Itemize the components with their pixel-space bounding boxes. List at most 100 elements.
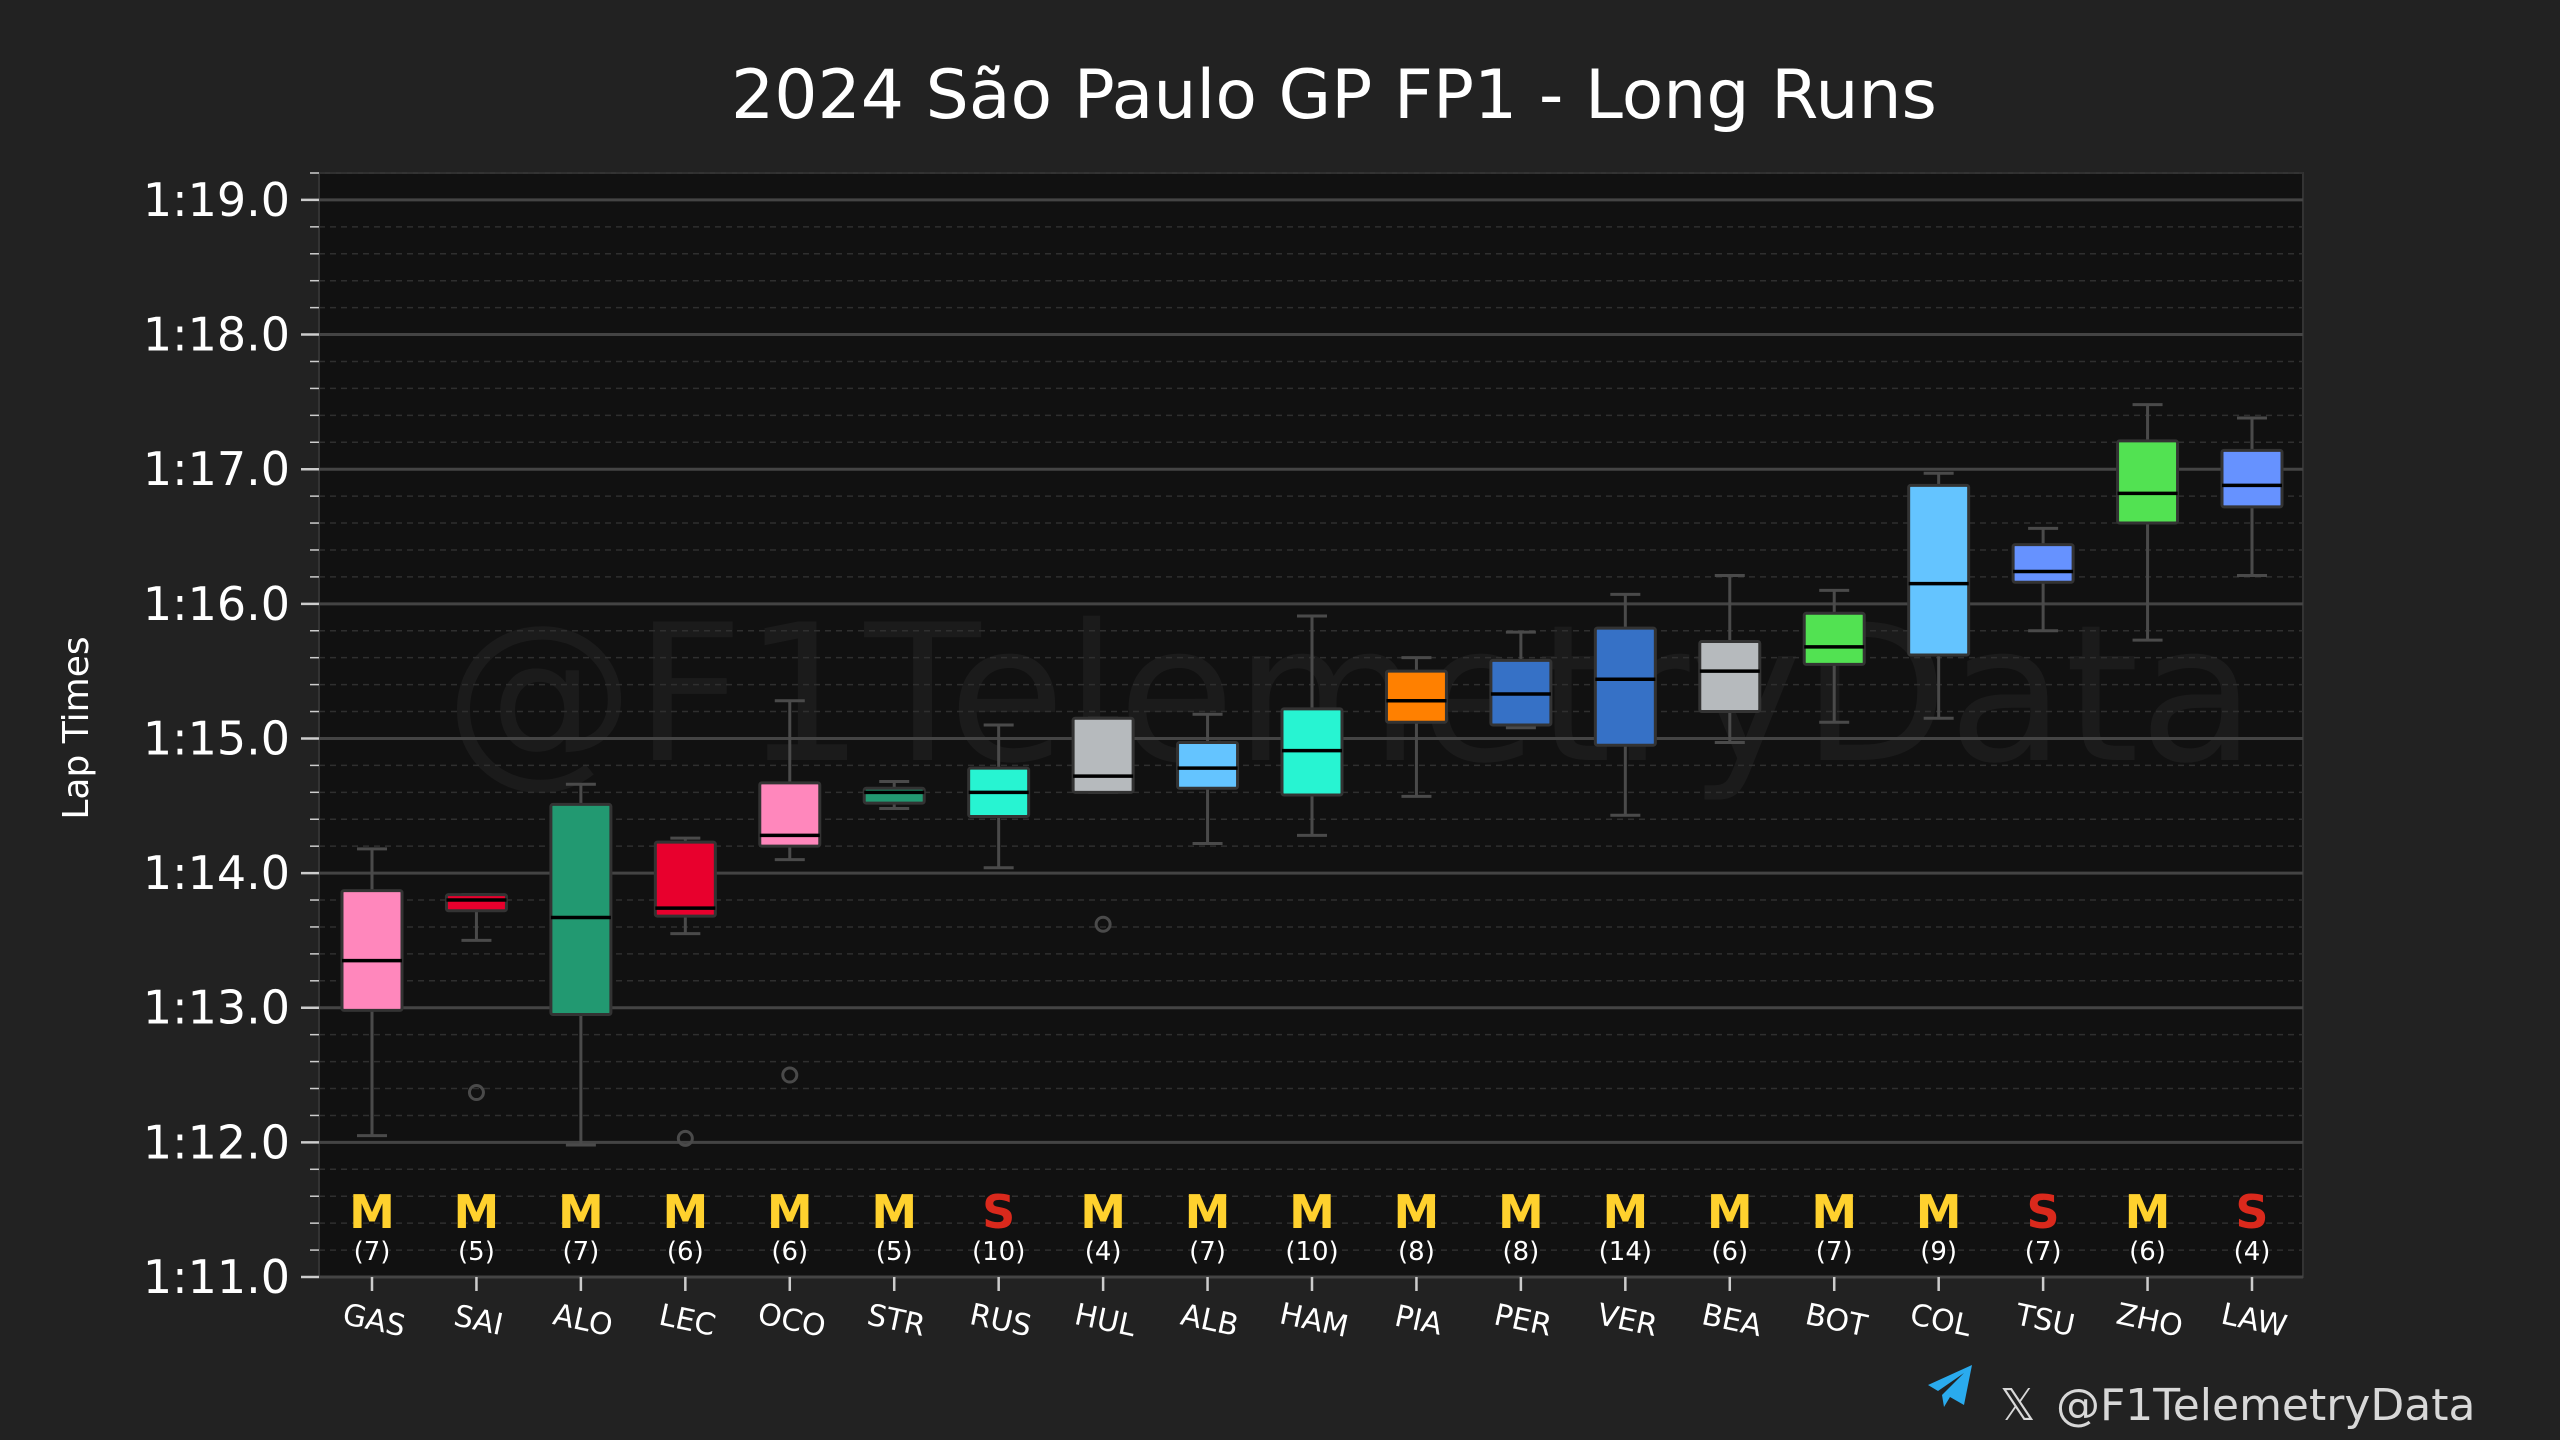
x-tick-label: LAW	[2218, 1297, 2290, 1345]
x-tick-label: TSU	[2011, 1297, 2077, 1344]
compound-label: M	[558, 1185, 604, 1239]
chart-title: 2024 São Paulo GP FP1 - Long Runs	[731, 56, 1937, 135]
box-lec: M(6)	[653, 836, 717, 1267]
box-iqr	[1176, 741, 1240, 790]
x-tick-label: ALB	[1178, 1298, 1242, 1344]
box-law: S(4)	[2220, 416, 2284, 1267]
x-tick-label: LEC	[656, 1298, 719, 1344]
lap-count-label: (6)	[771, 1237, 808, 1267]
lap-count-label: (8)	[1398, 1237, 1435, 1267]
compound-label: M	[1811, 1185, 1857, 1239]
box-iqr	[758, 781, 822, 848]
box-iqr	[549, 802, 613, 1016]
lap-count-label: (6)	[2129, 1237, 2166, 1267]
lap-count-label: (10)	[1285, 1237, 1338, 1267]
compound-label: M	[767, 1185, 813, 1239]
box-alo: M(7)	[549, 782, 613, 1267]
box-tsu: S(7)	[2011, 526, 2075, 1267]
box-bea: M(6)	[1698, 574, 1762, 1267]
compound-label: M	[2125, 1185, 2171, 1239]
x-tick-label: BOT	[1802, 1297, 1871, 1344]
x-tick-label: HAM	[1277, 1296, 1352, 1345]
box-series: M(7)M(5)M(7)M(6)M(6)M(5)S(10)M(4)M(7)M(1…	[340, 403, 2284, 1267]
box-rus: S(10)	[967, 723, 1031, 1267]
box-iqr	[1802, 611, 1866, 666]
y-tick-label: 1:15.0	[143, 711, 290, 765]
lap-count-label: (6)	[1711, 1237, 1748, 1267]
box-per: M(8)	[1489, 630, 1553, 1267]
lap-count-label: (7)	[1189, 1237, 1226, 1267]
y-tick-label: 1:16.0	[143, 577, 290, 631]
x-tick-label: SAI	[451, 1298, 506, 1342]
lap-count-label: (7)	[562, 1237, 599, 1267]
compound-label: M	[1498, 1185, 1544, 1239]
x-tick-label: HUL	[1071, 1297, 1138, 1344]
y-tick-label: 1:18.0	[143, 308, 290, 362]
compound-label: M	[1289, 1185, 1335, 1239]
compound-label: M	[1602, 1185, 1648, 1239]
x-tick-label: ALO	[550, 1297, 616, 1344]
lap-count-label: (9)	[1920, 1237, 1957, 1267]
box-iqr	[444, 893, 508, 913]
lap-count-label: (4)	[2234, 1237, 2271, 1267]
box-iqr	[1593, 626, 1657, 747]
lap-count-label: (5)	[876, 1237, 913, 1267]
box-ham: M(10)	[1280, 614, 1344, 1267]
footer-handle: @F1TelemetryData	[2056, 1380, 2475, 1431]
box-oco: M(6)	[758, 699, 822, 1267]
x-tick-label: STR	[864, 1298, 928, 1344]
lap-count-label: (7)	[1816, 1237, 1853, 1267]
box-iqr	[340, 889, 404, 1012]
compound-label: M	[662, 1185, 708, 1239]
outlier-point	[676, 1129, 694, 1147]
box-iqr	[2116, 439, 2180, 525]
x-tick-label: OCO	[755, 1297, 829, 1345]
y-axis: 1:11.0 1:12.0 1:13.0 1:14.0 1:15.0 1:16.0 1:17…	[143, 172, 319, 1304]
lap-count-label: (14)	[1599, 1237, 1652, 1267]
lap-count-label: (7)	[2025, 1237, 2062, 1267]
compound-label: M	[1707, 1185, 1753, 1239]
lap-count-label: (7)	[354, 1237, 391, 1267]
compound-label: M	[1080, 1185, 1126, 1239]
compound-label: M	[1916, 1185, 1962, 1239]
box-iqr	[1698, 640, 1762, 714]
box-iqr	[1384, 669, 1448, 724]
x-tick-label: ZHO	[2113, 1297, 2186, 1345]
x-logo-icon: 𝕏	[2000, 1380, 2035, 1431]
box-alb: M(7)	[1176, 712, 1240, 1267]
x-tick-label: VER	[1594, 1297, 1660, 1344]
box-ver: M(14)	[1593, 592, 1657, 1267]
outlier-point	[467, 1084, 485, 1102]
watermark-text: @F1TelemetryData	[444, 584, 2255, 805]
y-tick-label: 1:14.0	[143, 846, 290, 900]
box-bot: M(7)	[1802, 588, 1866, 1267]
y-axis-label: Lap Times	[56, 636, 97, 819]
box-col: M(9)	[1907, 471, 1971, 1267]
compound-label: M	[454, 1185, 500, 1239]
x-tick-label: PIA	[1392, 1299, 1446, 1343]
box-pia: M(8)	[1384, 656, 1448, 1267]
box-sai: M(5)	[444, 893, 508, 1267]
lap-count-label: (8)	[1502, 1237, 1539, 1267]
box-iqr	[1071, 716, 1135, 794]
footer: 𝕏 @F1TelemetryData	[1928, 1365, 2475, 1431]
x-tick-label: BEA	[1699, 1297, 1765, 1344]
x-tick-label: COL	[1907, 1297, 1974, 1344]
box-iqr	[653, 840, 717, 918]
x-tick-label: PER	[1491, 1298, 1555, 1344]
outlier-point	[781, 1066, 799, 1084]
compound-label: M	[1394, 1185, 1440, 1239]
compound-label: M	[871, 1185, 917, 1239]
box-gas: M(7)	[340, 847, 404, 1267]
telegram-icon	[1928, 1365, 1972, 1407]
outlier-point	[1094, 915, 1112, 933]
x-tick-label: GAS	[340, 1297, 409, 1344]
y-tick-label: 1:17.0	[143, 442, 290, 496]
lap-count-label: (4)	[1085, 1237, 1122, 1267]
y-tick-label: 1:19.0	[143, 173, 290, 227]
box-iqr	[2220, 448, 2284, 509]
compound-label: M	[1185, 1185, 1231, 1239]
compound-label: S	[2235, 1185, 2268, 1239]
y-tick-label: 1:13.0	[143, 981, 290, 1035]
